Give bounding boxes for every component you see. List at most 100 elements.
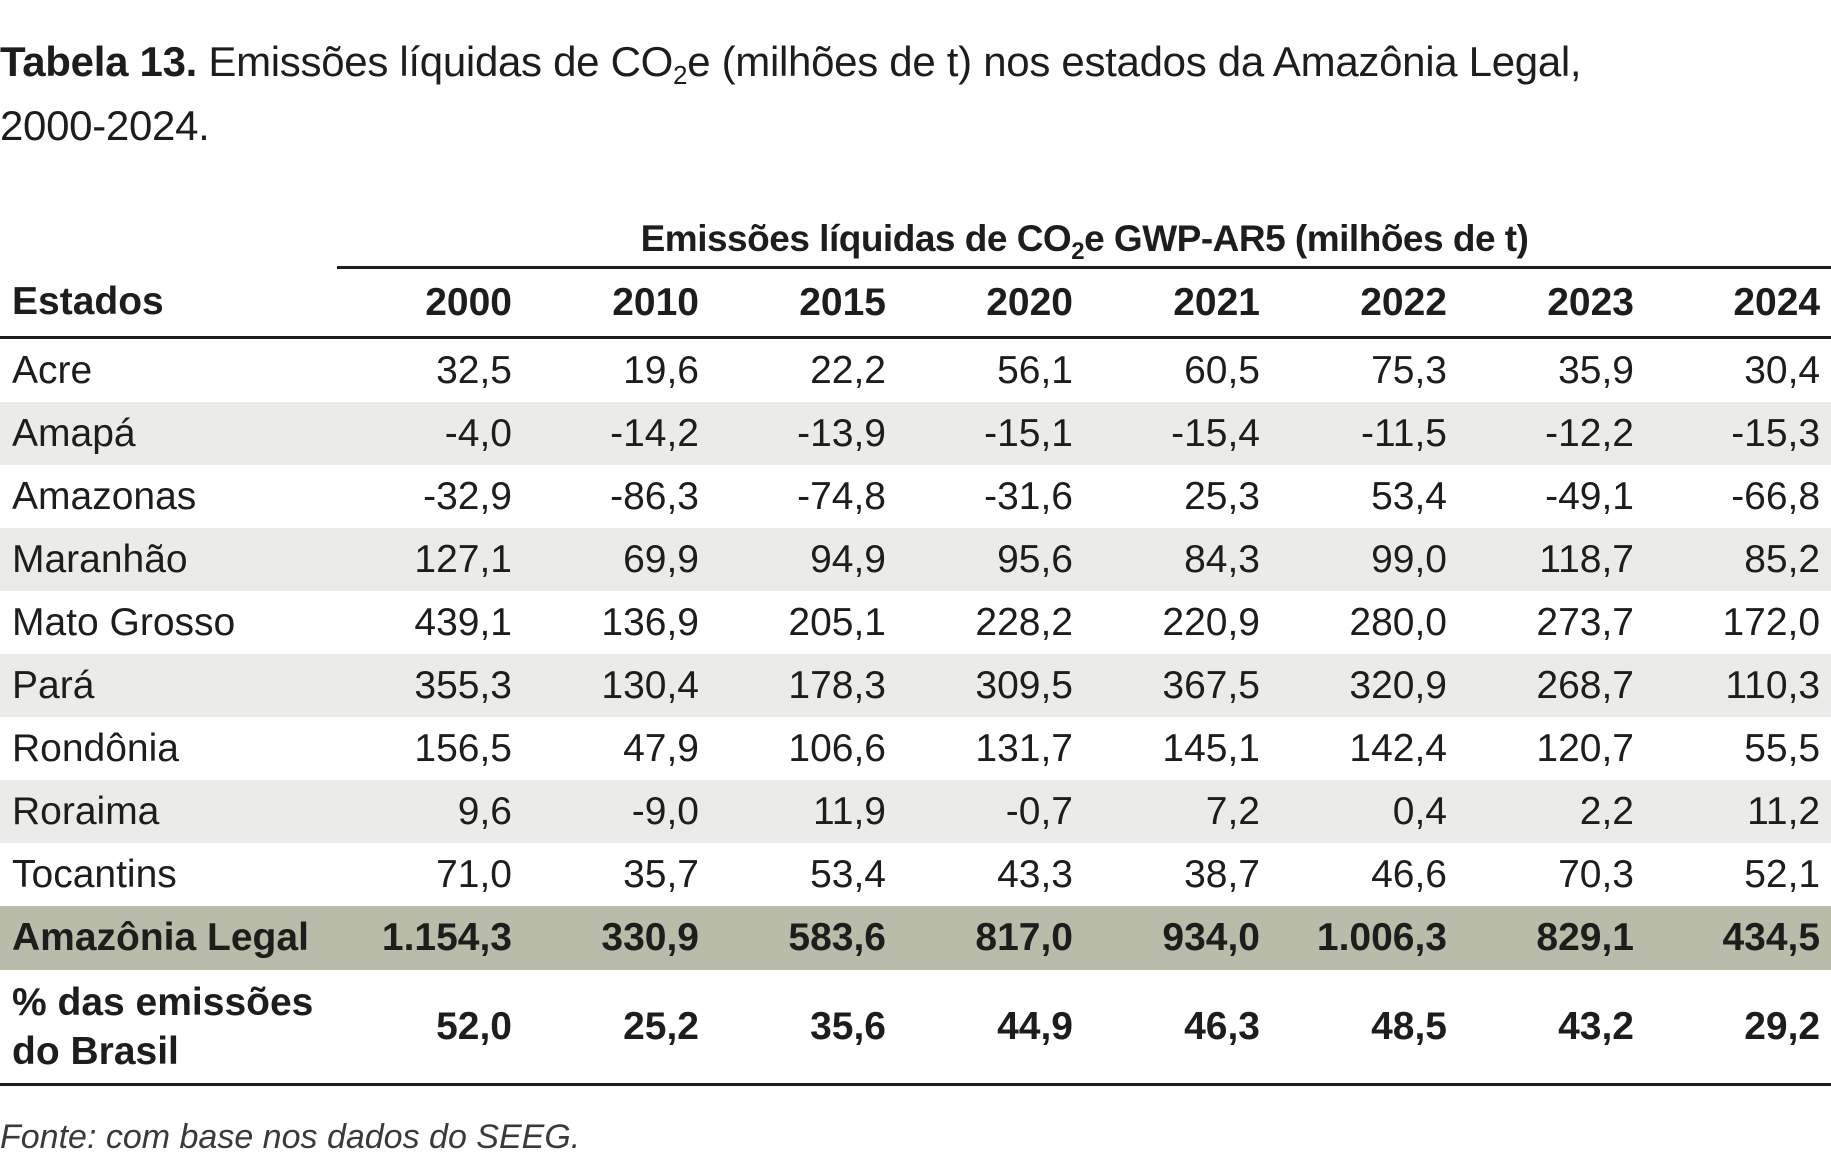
group-header-spacer — [0, 208, 337, 268]
value-cell: -13,9 — [711, 402, 898, 465]
value-cell: -32,9 — [423, 474, 512, 518]
total-label-cell: Amazônia Legal — [0, 906, 337, 970]
value-cell: 56,1 — [997, 348, 1073, 392]
value-cell: -9,0 — [524, 780, 711, 843]
total-value-cell: 934,0 — [1085, 906, 1272, 970]
value-cell: 55,5 — [1744, 726, 1821, 770]
total-value-cell: 1.006,3 — [1272, 906, 1459, 970]
value-cell: -86,3 — [610, 474, 699, 518]
value-cell: 2,2 — [1459, 780, 1646, 843]
share-value-cell: 46,3 — [1085, 970, 1272, 1086]
value-cell: 309,5 — [898, 654, 1085, 717]
value-cell: 106,6 — [788, 726, 886, 770]
value-cell: 280,0 — [1349, 600, 1447, 644]
group-header: Emissões líquidas de CO2e GWP-AR5 (milhõ… — [337, 208, 1831, 269]
total-value-cell: 583,6 — [711, 906, 898, 970]
value-cell: 120,7 — [1536, 726, 1634, 770]
value-cell: 60,5 — [1184, 348, 1260, 392]
value-cell: -4,0 — [337, 402, 524, 465]
value-cell: 0,4 — [1272, 780, 1459, 843]
share-value-cell: 52,0 — [337, 970, 524, 1086]
value-cell: 136,9 — [601, 600, 699, 644]
value-cell: 53,4 — [810, 852, 886, 896]
value-cell: 35,7 — [623, 852, 699, 896]
value-cell: 53,4 — [1371, 474, 1447, 518]
value-cell: -15,3 — [1646, 402, 1831, 465]
value-cell: 95,6 — [898, 528, 1085, 591]
share-value-cell: 25,2 — [524, 970, 711, 1086]
total-value-cell: 829,1 — [1459, 906, 1646, 970]
value-cell: -15,4 — [1085, 402, 1272, 465]
value-cell: 320,9 — [1272, 654, 1459, 717]
value-cell: 273,7 — [1536, 600, 1634, 644]
value-cell: 84,3 — [1085, 528, 1272, 591]
value-cell: 30,4 — [1744, 348, 1821, 392]
value-cell: 22,2 — [810, 348, 886, 392]
total-row: Amazônia Legal 1.154,3 330,9 583,6 817,0 934,… — [0, 906, 1831, 970]
value-cell: 75,3 — [1371, 348, 1447, 392]
value-cell: 220,9 — [1162, 600, 1260, 644]
column-header-year: 2022 — [1272, 267, 1459, 339]
value-cell: 131,7 — [975, 726, 1073, 770]
value-cell: 85,2 — [1646, 528, 1831, 591]
column-header-year: 2000 — [337, 267, 524, 339]
state-name-cell: Maranhão — [0, 528, 337, 591]
share-value-cell: 43,2 — [1459, 970, 1646, 1086]
state-name-cell: Rondônia — [12, 726, 179, 770]
value-cell: 130,4 — [524, 654, 711, 717]
value-cell: 69,9 — [524, 528, 711, 591]
table-row: Roraima 9,6 -9,0 11,9 -0,7 7,2 0,4 2,2 11,2 — [0, 780, 1831, 843]
value-cell: 7,2 — [1085, 780, 1272, 843]
group-header-row: Emissões líquidas de CO2e GWP-AR5 (milhõ… — [0, 208, 1831, 269]
value-cell: -66,8 — [1731, 474, 1821, 518]
group-header-text-part2: e GWP-AR5 (milhões de t) — [1084, 218, 1529, 259]
value-cell: 70,3 — [1558, 852, 1634, 896]
value-cell: 172,0 — [1722, 600, 1821, 644]
value-cell: 367,5 — [1085, 654, 1272, 717]
table-row: Maranhão 127,1 69,9 94,9 95,6 84,3 99,0 118,7 85… — [0, 528, 1831, 591]
value-cell: -14,2 — [524, 402, 711, 465]
share-value-cell: 48,5 — [1272, 970, 1459, 1086]
value-cell: -31,6 — [984, 474, 1073, 518]
total-value-cell: 434,5 — [1646, 906, 1831, 970]
state-name-cell: Amapá — [0, 402, 337, 465]
value-cell: 25,3 — [1184, 474, 1260, 518]
emissions-table: Emissões líquidas de CO2e GWP-AR5 (milhõ… — [0, 208, 1831, 1086]
state-name-cell: Mato Grosso — [12, 600, 236, 644]
value-cell: 355,3 — [337, 654, 524, 717]
value-cell: 268,7 — [1459, 654, 1646, 717]
share-row: % das emissões do Brasil 52,0 25,2 35,6 44,9 4… — [0, 970, 1831, 1086]
column-header-year: 2024 — [1646, 267, 1831, 339]
share-label-cell: % das emissões do Brasil — [0, 970, 337, 1086]
table-row: Amazonas -32,9 -86,3 -74,8 -31,6 25,3 53,4 -49,… — [0, 465, 1831, 528]
caption-label: Tabela 13. — [0, 38, 197, 85]
column-header-year: 2020 — [898, 267, 1085, 339]
value-cell: 11,9 — [711, 780, 898, 843]
state-name-cell: Roraima — [0, 780, 337, 843]
table-caption: Tabela 13. Emissões líquidas de CO2e (mi… — [0, 30, 1800, 158]
value-cell: 178,3 — [711, 654, 898, 717]
column-header-row: Estados 2000 2010 2015 2020 2021 2022 2023 2024 — [0, 267, 1831, 339]
table-row: Tocantins 71,0 35,7 53,4 43,3 38,7 46,6 70,3 52,… — [0, 843, 1831, 906]
value-cell: -49,1 — [1545, 474, 1634, 518]
source-note: Fonte: com base nos dados do SEEG. — [0, 1118, 581, 1156]
value-cell: -12,2 — [1459, 402, 1646, 465]
share-value-cell: 44,9 — [898, 970, 1085, 1086]
share-value-cell: 35,6 — [711, 970, 898, 1086]
caption-subscript: 2 — [673, 60, 688, 90]
state-name-cell: Acre — [12, 348, 93, 392]
value-cell: 228,2 — [975, 600, 1073, 644]
value-cell: 9,6 — [337, 780, 524, 843]
value-cell: 11,2 — [1646, 780, 1831, 843]
state-name-cell: Amazonas — [12, 474, 197, 518]
column-header-year: 2015 — [711, 267, 898, 339]
value-cell: 71,0 — [436, 852, 512, 896]
value-cell: 32,5 — [436, 348, 512, 392]
column-header-year: 2021 — [1085, 267, 1272, 339]
state-name-cell: Pará — [0, 654, 337, 717]
value-cell: 118,7 — [1459, 528, 1646, 591]
value-cell: 110,3 — [1646, 654, 1831, 717]
value-cell: -0,7 — [898, 780, 1085, 843]
table-row: Acre 32,5 19,6 22,2 56,1 60,5 75,3 35,9 30,4 — [0, 338, 1831, 403]
caption-text-part1: Emissões líquidas de CO — [208, 38, 674, 85]
